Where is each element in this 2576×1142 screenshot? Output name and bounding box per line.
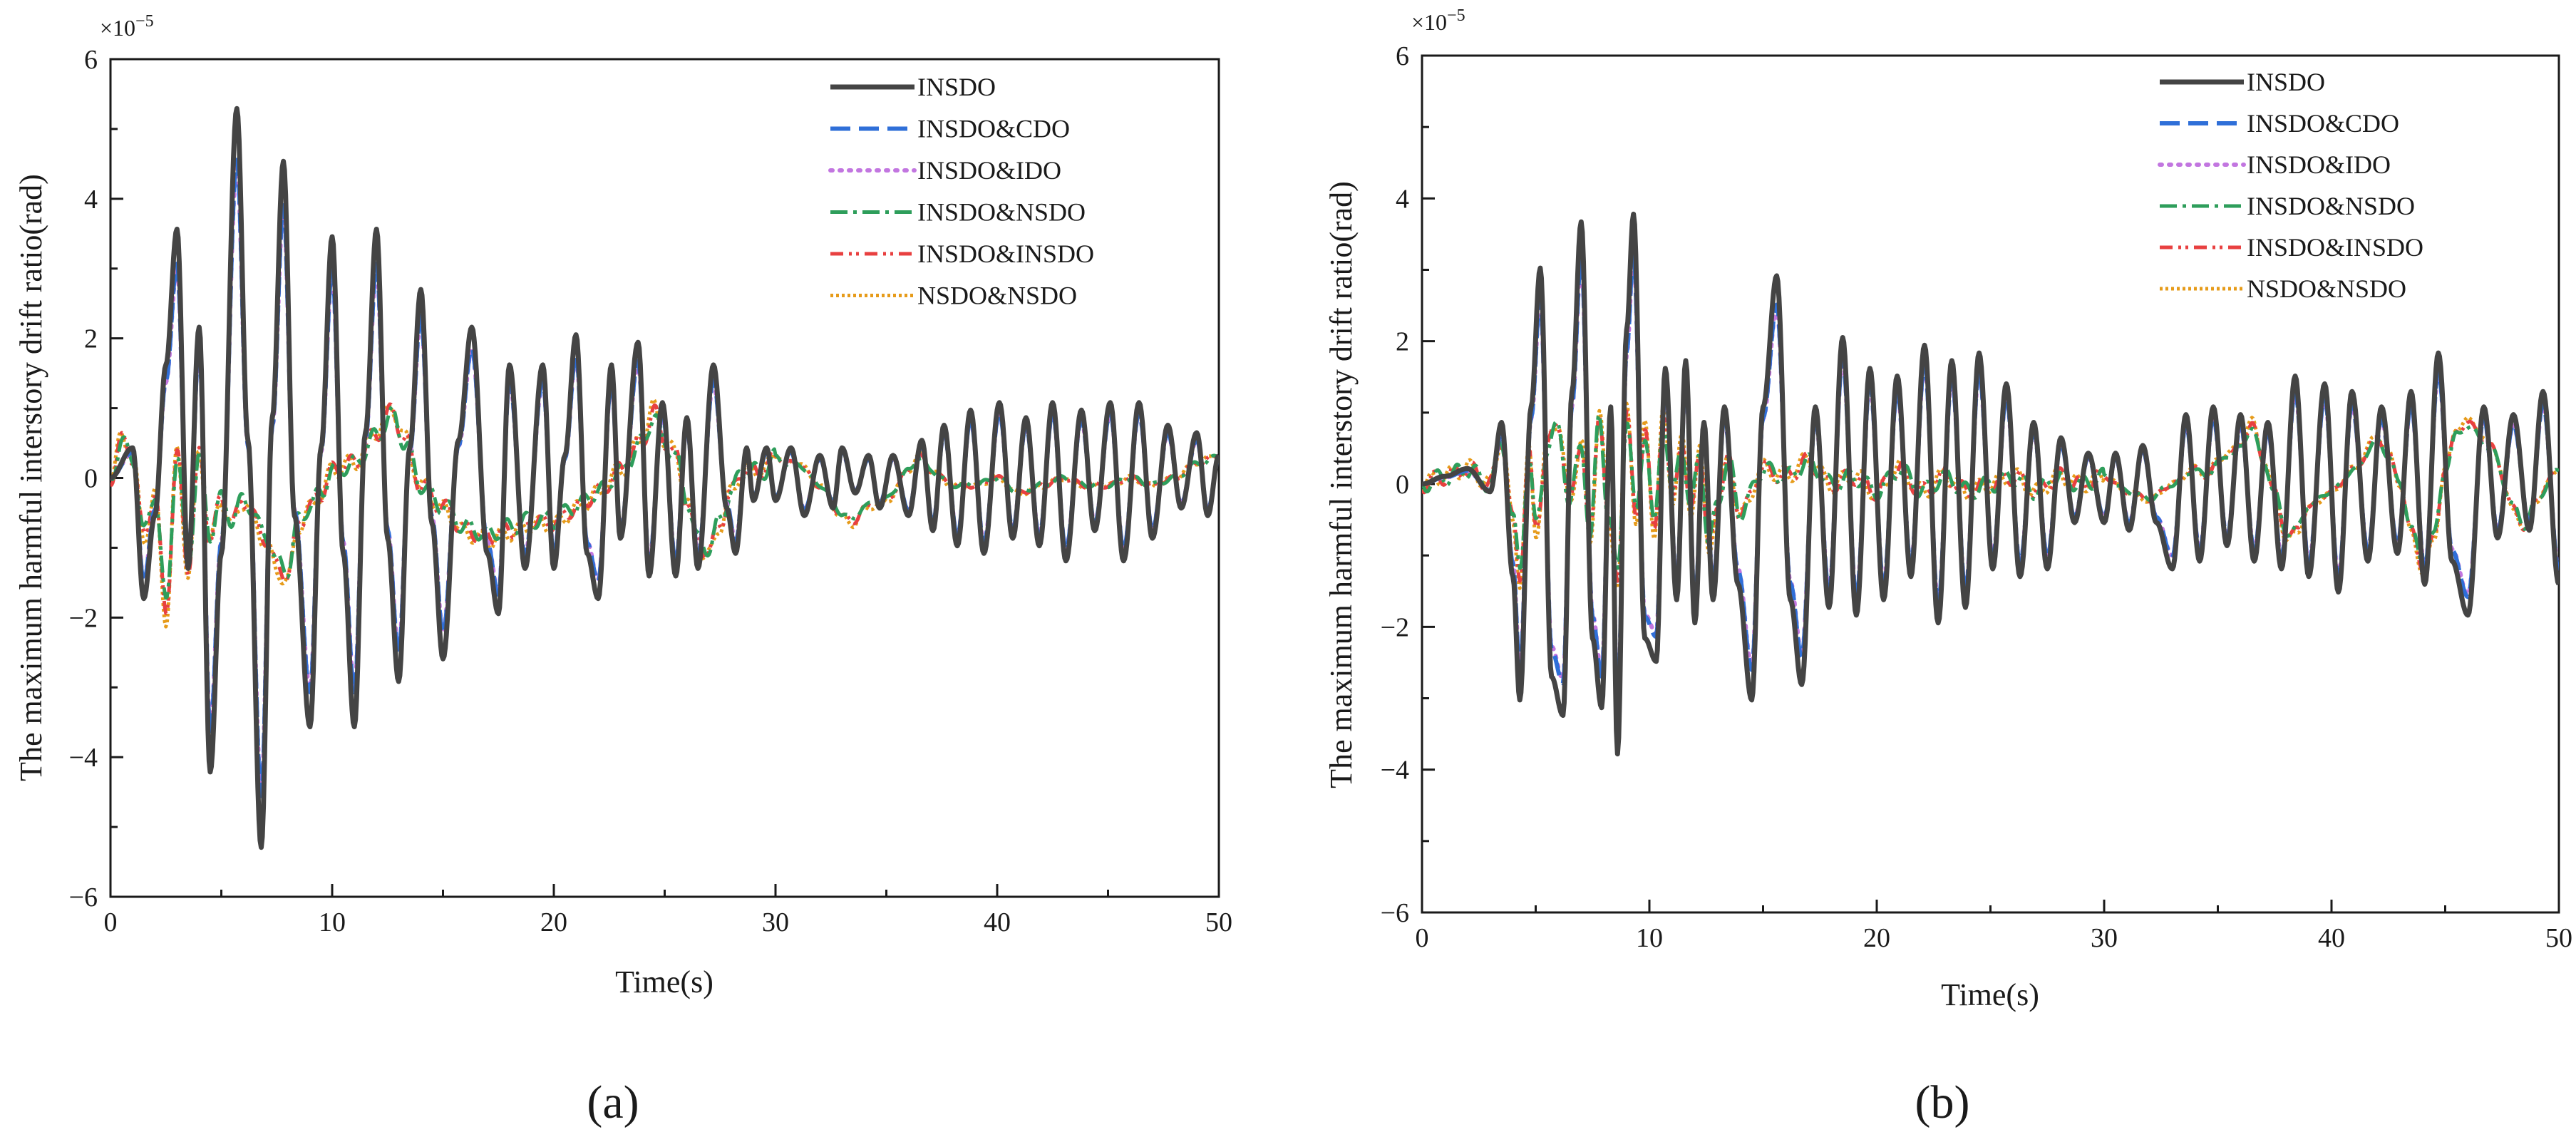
y-tick-label: −2 — [69, 603, 98, 633]
y-tick-label: 6 — [1396, 41, 1409, 71]
y-tick-label: 2 — [84, 324, 98, 354]
y-axis-label-a: The maximum harmful interstory drift rat… — [14, 174, 48, 781]
y-tick-label: −4 — [1381, 756, 1409, 786]
x-axis-label-b: Time(s) — [1941, 977, 2039, 1012]
x-tick-label: 40 — [2318, 923, 2345, 953]
legend-b: INSDO INSDO&CDO INSDO&IDO INSDO&NSDO INSDO&I… — [2158, 68, 2423, 303]
legend-label: INSDO&NSDO — [917, 198, 1086, 227]
legend-a: INSDO INSDO&CDO INSDO&IDO INSDO&NSDO INSDO&I… — [828, 73, 1094, 310]
multiplier-b: ×10−5 — [1411, 6, 1465, 35]
legend-label: INSDO&INSDO — [917, 240, 1094, 268]
legend-label: INSDO&INSDO — [2247, 233, 2423, 262]
legend-label: INSDO — [917, 73, 996, 101]
x-ticks-b: 0 10 20 30 40 50 — [1416, 900, 2572, 953]
legend-label: INSDO&CDO — [2247, 109, 2399, 138]
x-axis-label-a: Time(s) — [615, 964, 713, 999]
y-tick-label: −4 — [69, 743, 98, 773]
y-ticks-b: 6 4 2 0 −2 −4 −6 — [1381, 41, 1435, 928]
legend-label: INSDO&IDO — [917, 156, 1061, 185]
legend-label: INSDO — [2247, 68, 2325, 96]
x-tick-label: 0 — [104, 907, 118, 937]
x-tick-label: 0 — [1416, 923, 1429, 953]
y-tick-label: 4 — [1396, 184, 1409, 214]
x-tick-label: 40 — [984, 907, 1011, 937]
series-b — [1422, 211, 2559, 757]
x-tick-label: 50 — [2545, 923, 2572, 953]
legend-label: NSDO&NSDO — [917, 282, 1077, 310]
y-tick-label: 0 — [1396, 470, 1409, 500]
series-a — [110, 106, 1219, 850]
legend-label: INSDO&IDO — [2247, 150, 2391, 179]
x-tick-label: 50 — [1205, 907, 1232, 937]
x-tick-label: 10 — [319, 907, 346, 937]
plot-frame-a — [109, 58, 1220, 898]
y-tick-label: 2 — [1396, 327, 1409, 357]
y-tick-label: −2 — [1381, 612, 1409, 642]
legend-label: INSDO&NSDO — [2247, 192, 2415, 220]
y-tick-label: 0 — [84, 464, 98, 494]
x-ticks-a: 0 10 20 30 40 50 — [104, 884, 1232, 937]
y-tick-label: 4 — [84, 185, 98, 215]
x-tick-label: 30 — [762, 907, 789, 937]
panel-label-a: (a) — [587, 1076, 639, 1128]
y-ticks-a: 6 4 2 0 −2 −4 −6 — [69, 45, 123, 912]
multiplier-a: ×10−5 — [100, 12, 154, 41]
y-tick-label: −6 — [1381, 898, 1409, 928]
x-tick-label: 10 — [1636, 923, 1663, 953]
y-tick-label: −6 — [69, 883, 98, 912]
legend-label: NSDO&NSDO — [2247, 274, 2406, 303]
x-tick-label: 20 — [1863, 923, 1890, 953]
y-axis-label-b: The maximum harmful interstory drift rat… — [1324, 181, 1359, 788]
panel-label-b: (b) — [1915, 1076, 1970, 1128]
x-tick-label: 30 — [2091, 923, 2118, 953]
x-tick-label: 20 — [540, 907, 567, 937]
series-line-insdo — [110, 106, 1219, 850]
series-line-insdo — [1422, 211, 2559, 757]
legend-label: INSDO&CDO — [917, 115, 1070, 143]
y-tick-label: 6 — [84, 45, 98, 75]
